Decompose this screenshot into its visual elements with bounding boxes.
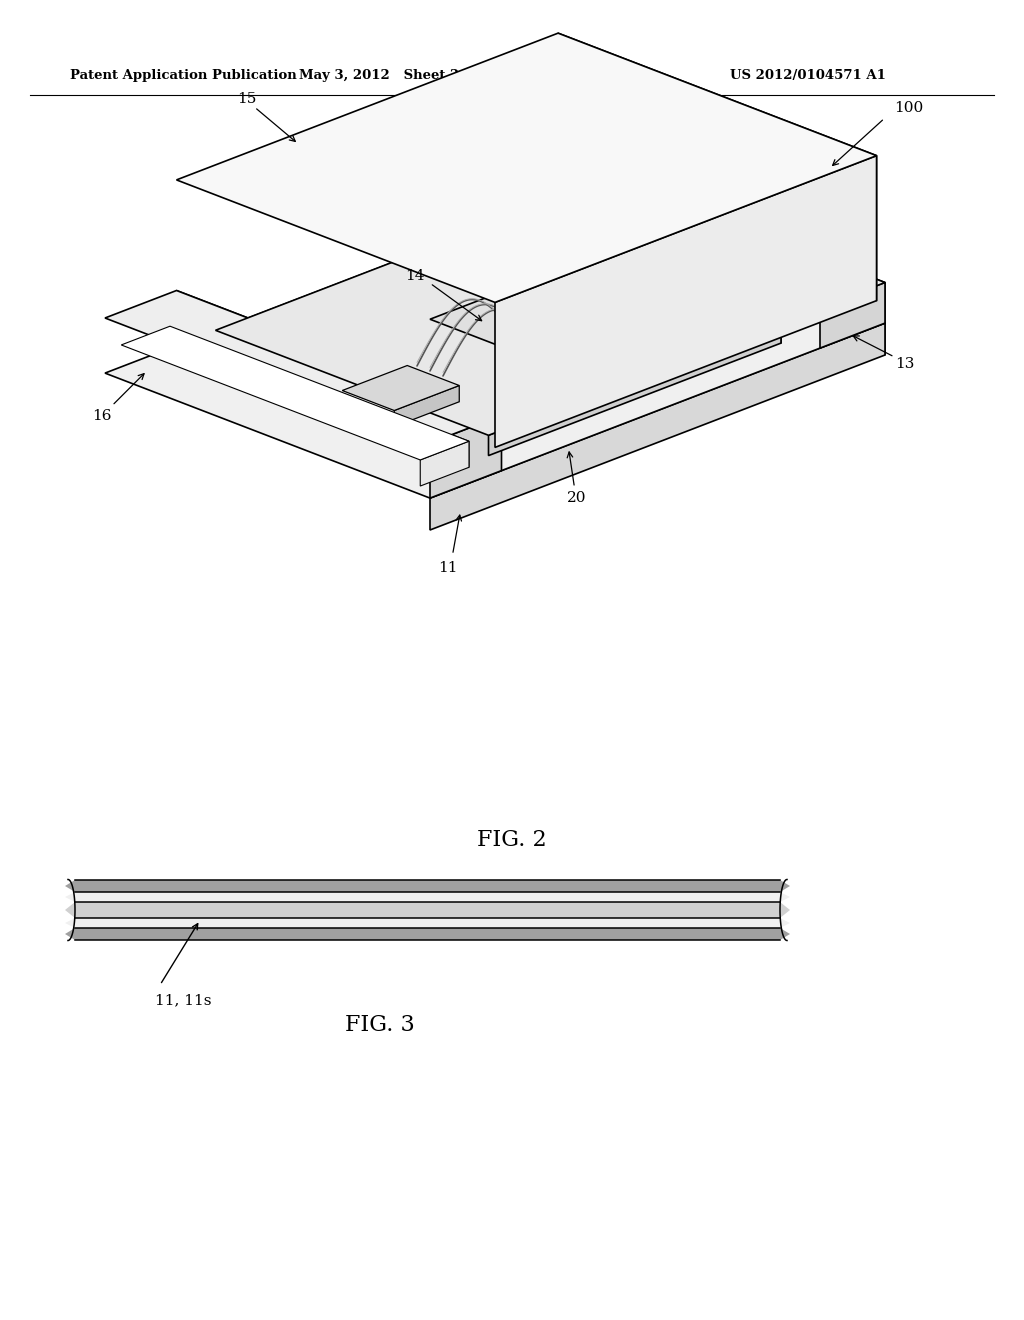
Polygon shape (534, 317, 644, 378)
Text: 14: 14 (406, 269, 425, 284)
Polygon shape (508, 319, 522, 334)
Polygon shape (534, 310, 548, 325)
Polygon shape (420, 441, 469, 486)
Polygon shape (65, 880, 790, 892)
Polygon shape (430, 416, 502, 498)
Polygon shape (495, 157, 885, 308)
Polygon shape (170, 326, 469, 467)
Text: May 3, 2012   Sheet 2 of 11: May 3, 2012 Sheet 2 of 11 (299, 69, 501, 82)
Polygon shape (534, 330, 548, 345)
Polygon shape (560, 319, 574, 334)
Polygon shape (430, 323, 885, 531)
Polygon shape (394, 385, 459, 426)
Text: Patent Application Publication: Patent Application Publication (70, 69, 297, 82)
Polygon shape (430, 277, 644, 359)
Polygon shape (65, 892, 790, 902)
Text: 15: 15 (237, 92, 256, 106)
Polygon shape (548, 315, 574, 326)
Text: 20: 20 (566, 491, 587, 504)
Polygon shape (488, 323, 781, 455)
Text: 11, 11s: 11, 11s (155, 993, 212, 1007)
Polygon shape (560, 198, 885, 355)
Polygon shape (522, 326, 548, 335)
Text: 11: 11 (437, 561, 458, 576)
Polygon shape (105, 198, 885, 498)
Polygon shape (508, 218, 781, 343)
Text: US 2012/0104571 A1: US 2012/0104571 A1 (730, 69, 886, 82)
Polygon shape (562, 315, 574, 329)
Text: 13: 13 (895, 356, 914, 371)
Polygon shape (65, 917, 790, 928)
Text: 16: 16 (92, 409, 112, 422)
Text: 100: 100 (895, 102, 924, 115)
Text: FIG. 2: FIG. 2 (477, 829, 547, 851)
Polygon shape (541, 277, 644, 335)
Polygon shape (560, 157, 885, 323)
Polygon shape (65, 928, 790, 940)
Polygon shape (342, 366, 459, 411)
Polygon shape (121, 326, 469, 459)
Polygon shape (65, 902, 790, 917)
Polygon shape (820, 282, 885, 348)
Text: FIG. 3: FIG. 3 (345, 1014, 415, 1036)
Polygon shape (537, 326, 548, 339)
Polygon shape (558, 33, 877, 301)
Polygon shape (497, 315, 522, 326)
Polygon shape (408, 366, 459, 401)
Polygon shape (176, 33, 877, 302)
Polygon shape (215, 218, 781, 436)
Polygon shape (522, 305, 548, 315)
Polygon shape (537, 305, 548, 318)
Polygon shape (495, 156, 877, 447)
Polygon shape (176, 290, 502, 471)
Polygon shape (511, 315, 522, 329)
Polygon shape (105, 290, 502, 444)
